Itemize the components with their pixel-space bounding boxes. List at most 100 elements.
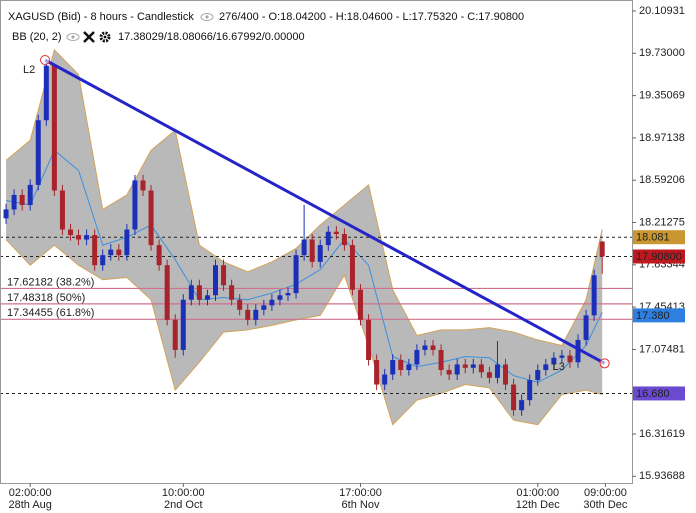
candle-body [511, 384, 517, 411]
candle-body [543, 364, 549, 371]
candle-body [519, 400, 525, 411]
candle-body [559, 355, 565, 358]
candle-body [253, 309, 259, 320]
candle-body [478, 364, 484, 373]
candle-body [494, 364, 500, 378]
candle-body [285, 293, 291, 296]
price-tag-label: 17.380 [636, 310, 670, 322]
candle-body [221, 265, 227, 286]
candle-body [503, 364, 509, 385]
trendline-handle [40, 54, 51, 65]
candle-body [382, 374, 388, 385]
candle-body [27, 184, 33, 205]
candle-body [462, 364, 468, 368]
candle-body [575, 339, 581, 363]
fib-label: 17.62182 (38.2%) [7, 276, 94, 288]
x-tick-time: 01:00:00 [516, 487, 559, 499]
x-tick-time: 10:00:00 [162, 487, 205, 499]
candle-body [148, 190, 154, 246]
candle-body [454, 364, 460, 375]
settings-icon[interactable] [99, 31, 111, 43]
candle-body [188, 285, 194, 300]
indicator-name: BB (20, 2) [12, 31, 62, 43]
trendline-handle [599, 358, 610, 369]
candle-body [567, 355, 573, 363]
x-tick-time: 09:00:00 [584, 487, 627, 499]
candle-body [59, 190, 65, 230]
y-tick-label: 19.73000 [639, 47, 685, 59]
candle-body [446, 370, 452, 375]
y-tick-label: 20.10931 [639, 5, 685, 17]
price-tag [633, 249, 685, 264]
candle-body [366, 319, 372, 360]
price-tag [633, 230, 685, 245]
candle-body [293, 255, 299, 294]
eye-icon[interactable] [200, 13, 214, 21]
header: XAGUSD (Bid) - 8 hours - Candlestick 276… [8, 11, 524, 43]
candle-body [43, 65, 49, 121]
y-tick-label: 18.21275 [639, 216, 685, 228]
candle-body [430, 345, 436, 350]
candle-body [551, 357, 557, 365]
candle-body [438, 349, 444, 371]
candle-body [11, 194, 17, 210]
price-tag-label: 16.680 [636, 388, 670, 400]
candle-body [19, 194, 25, 205]
band-middle [5, 149, 603, 383]
candle-body [599, 241, 605, 257]
candle-body [156, 245, 162, 266]
candle-body [591, 275, 597, 316]
candle-body [229, 285, 235, 300]
candle-body [213, 265, 219, 296]
y-tick-label: 19.35069 [639, 90, 685, 102]
y-tick-label: 16.31619 [639, 428, 685, 440]
candle-body [333, 231, 339, 234]
candle-body [414, 349, 420, 365]
fib-label: 17.34455 (61.8%) [7, 307, 94, 319]
candle-body [196, 285, 202, 300]
candle-body [164, 265, 170, 320]
x-tick-date: 2nd Oct [164, 499, 203, 511]
candle-body [84, 235, 90, 240]
band-fill [6, 49, 603, 425]
candle-body [317, 245, 323, 262]
candle-body [67, 229, 73, 236]
y-tick-label: 18.59206 [639, 174, 685, 186]
candle-body [583, 315, 589, 340]
trendline-label: L2 [23, 64, 35, 76]
y-tick-label: 15.93688 [639, 470, 685, 482]
x-tick-date: 28th Aug [8, 499, 51, 511]
candle-body [341, 233, 347, 246]
candle-body [527, 380, 533, 401]
plot-border [0, 0, 633, 484]
candle-body [406, 364, 412, 371]
candle-body [309, 239, 315, 262]
x-tick-time: 02:00:00 [9, 487, 52, 499]
trendline [44, 58, 606, 365]
candle-body [3, 209, 9, 219]
close-icon[interactable] [83, 31, 95, 43]
x-tick-date: 30th Dec [583, 499, 628, 511]
candle-body [140, 180, 146, 191]
candle-body [35, 120, 41, 185]
candle-body [301, 239, 307, 256]
candle-body [358, 289, 364, 320]
price-tag [633, 386, 685, 401]
ohlc-text: 276/400 - O:18.04200 - H:18.04600 - L:17… [219, 11, 524, 23]
fib-label: 17.48318 (50%) [7, 292, 85, 304]
candle-body [349, 245, 355, 290]
price-tag-label: 18.081 [636, 232, 670, 244]
candle-body [108, 249, 114, 256]
candle-body [535, 370, 541, 381]
eye-icon[interactable] [66, 33, 80, 41]
candle-body [124, 229, 130, 256]
candle-body [92, 235, 98, 266]
candle-body [261, 305, 267, 310]
candle-body [116, 249, 122, 256]
candle-body [172, 319, 178, 350]
candle-body [325, 231, 331, 246]
price-tag [633, 308, 685, 323]
candle-body [51, 65, 57, 191]
x-tick-time: 17:00:00 [339, 487, 382, 499]
